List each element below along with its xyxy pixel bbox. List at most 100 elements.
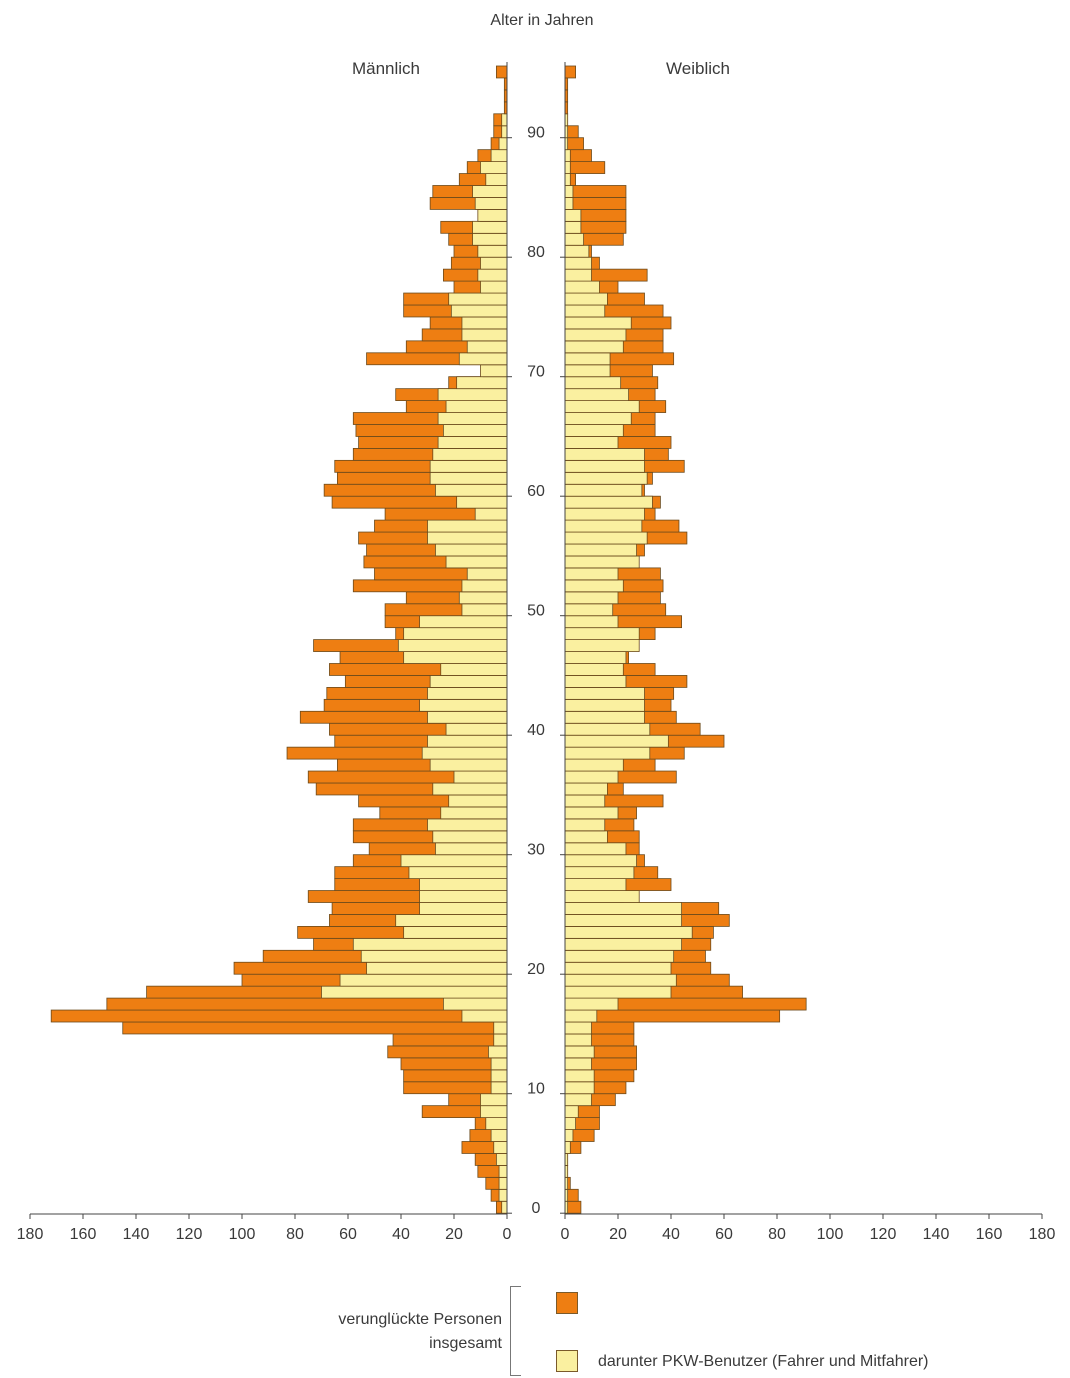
female-x-tick-0: 0 <box>561 1226 570 1243</box>
female-car-bar-age-57 <box>564 519 643 533</box>
female-car-bar-age-43 <box>564 687 645 700</box>
female-car-bar-age-28 <box>564 866 635 880</box>
female-car-bar-age-81 <box>564 232 584 246</box>
male-car-bar-age-0 <box>501 1200 508 1214</box>
age-tick-20: 20 <box>527 961 545 978</box>
female-car-bar-age-6 <box>564 1129 574 1142</box>
male-car-bar-age-57 <box>427 519 508 533</box>
male-car-bar-age-90 <box>501 125 508 139</box>
female-car-bar-age-87 <box>564 161 571 174</box>
male-car-bar-age-74 <box>461 316 508 330</box>
female-car-bar-age-88 <box>564 149 571 162</box>
male-x-tick-labels: 180 160 140 120 100 80 60 40 20 0 <box>17 1214 512 1243</box>
female-x-tick-60: 60 <box>715 1226 733 1243</box>
male-car-bar-age-59 <box>456 495 508 509</box>
male-car-bar-age-48 <box>403 627 508 641</box>
female-car-bar-age-38 <box>564 746 651 760</box>
male-x-tick-160: 160 <box>70 1226 97 1243</box>
male-car-bar-age-46 <box>403 651 508 664</box>
male-car-bar-age-69 <box>456 376 508 390</box>
male-car-bar-age-40 <box>445 722 508 736</box>
legend-bracket <box>510 1286 521 1376</box>
male-car-bar-age-60 <box>435 483 508 497</box>
male-car-bar-age-63 <box>432 447 508 461</box>
female-car-bar-age-22 <box>564 937 682 951</box>
female-car-bar-age-49 <box>564 615 619 629</box>
age-tick-10: 10 <box>527 1081 545 1098</box>
male-car-bar-age-27 <box>419 878 508 891</box>
male-car-bar-age-19 <box>339 973 508 987</box>
male-car-bar-age-91 <box>501 113 508 127</box>
age-tick-60: 60 <box>527 483 545 500</box>
male-car-bar-age-36 <box>453 770 508 784</box>
female-car-bar-age-75 <box>564 304 606 318</box>
male-car-bar-age-17 <box>442 997 508 1011</box>
legend-swatch-car-users <box>556 1350 578 1372</box>
female-bars <box>564 65 807 1214</box>
female-car-bar-age-52 <box>564 579 624 593</box>
male-car-bar-age-77 <box>480 280 508 294</box>
female-x-tick-100: 100 <box>817 1226 844 1243</box>
male-car-bar-age-82 <box>472 220 508 234</box>
male-car-bar-age-6 <box>490 1129 508 1142</box>
male-car-bar-age-45 <box>440 663 508 676</box>
female-car-bar-age-13 <box>564 1045 595 1059</box>
male-car-bar-age-79 <box>480 256 508 270</box>
female-total-bar-age-95 <box>564 65 577 79</box>
axes <box>30 62 1042 1215</box>
male-car-bar-age-11 <box>490 1069 508 1083</box>
male-car-bar-age-34 <box>448 794 508 808</box>
female-car-bar-age-56 <box>564 531 648 545</box>
male-total-bar-age-16 <box>50 1009 508 1023</box>
female-x-tick-80: 80 <box>768 1226 786 1243</box>
male-car-bar-age-83 <box>477 208 508 222</box>
female-car-bar-age-68 <box>564 388 629 401</box>
female-car-bar-age-45 <box>564 663 624 676</box>
female-car-bar-age-71 <box>564 352 611 366</box>
legend-total-caption-line2: insgesamt <box>429 1335 502 1352</box>
male-car-bar-age-5 <box>493 1141 508 1154</box>
male-x-tick-40: 40 <box>392 1226 410 1243</box>
male-car-bar-age-61 <box>429 471 508 485</box>
female-car-bar-age-74 <box>564 316 632 330</box>
male-bars <box>50 65 508 1214</box>
male-car-bar-age-54 <box>445 555 508 569</box>
male-car-bar-age-87 <box>480 161 508 174</box>
female-car-bar-age-59 <box>564 495 653 509</box>
female-car-bar-age-29 <box>564 854 637 868</box>
female-car-bar-age-46 <box>564 651 627 664</box>
male-car-bar-age-8 <box>480 1105 508 1119</box>
female-car-bar-age-33 <box>564 806 619 820</box>
female-car-bar-age-70 <box>564 364 611 378</box>
female-x-tick-140: 140 <box>923 1226 950 1243</box>
female-car-bar-age-50 <box>564 603 614 617</box>
female-car-bar-age-17 <box>564 997 619 1011</box>
age-tick-90: 90 <box>527 125 545 142</box>
population-pyramid-chart: Alter in Jahren Männlich Weiblich 0 10 20 3… <box>17 12 1056 1243</box>
female-car-bar-age-15 <box>564 1021 592 1035</box>
male-car-bar-age-43 <box>427 687 508 700</box>
legend-swatch-total <box>556 1292 578 1314</box>
female-total-bar-age-87 <box>564 161 606 174</box>
male-car-bar-age-38 <box>421 746 508 760</box>
male-car-bar-age-49 <box>419 615 508 629</box>
male-x-tick-20: 20 <box>445 1226 463 1243</box>
male-car-bar-age-62 <box>429 459 508 473</box>
female-car-bar-age-8 <box>564 1105 579 1119</box>
female-car-bar-age-64 <box>564 436 619 449</box>
female-car-bar-age-47 <box>564 639 640 652</box>
male-car-bar-age-53 <box>466 567 508 581</box>
age-tick-30: 30 <box>527 842 545 859</box>
male-car-bar-age-72 <box>466 340 508 354</box>
male-car-bar-age-35 <box>432 782 508 796</box>
male-car-bar-age-15 <box>493 1021 508 1035</box>
female-car-bar-age-21 <box>564 949 675 963</box>
female-car-bar-age-72 <box>564 340 624 354</box>
female-car-bar-age-73 <box>564 328 627 342</box>
female-car-bar-age-62 <box>564 459 645 473</box>
male-total-bar-age-14 <box>392 1033 508 1047</box>
male-car-bar-age-64 <box>437 436 508 449</box>
male-total-bar-age-15 <box>122 1021 508 1035</box>
female-car-bar-age-63 <box>564 447 645 461</box>
male-car-bar-age-42 <box>419 698 508 712</box>
